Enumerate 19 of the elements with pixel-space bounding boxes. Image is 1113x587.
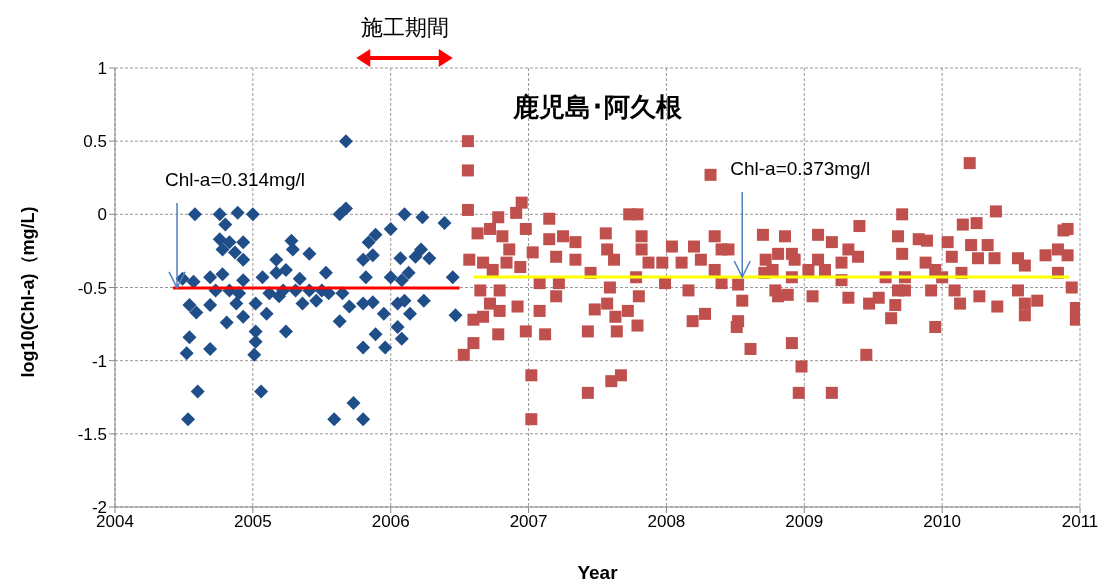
x-axis-title: Year: [577, 562, 619, 583]
y-tick-label: 0.5: [83, 132, 107, 152]
y-tick-label: -0.5: [77, 278, 107, 298]
y-tick-label: 1: [97, 59, 107, 79]
y-tick-label: -1: [91, 351, 107, 371]
annotation: Chl-a=0.314mg/l: [165, 168, 305, 190]
x-tick-label: 2010: [923, 512, 962, 532]
x-tick-label: 2006: [371, 512, 410, 532]
x-tick-label: 2005: [233, 512, 272, 532]
annotation: Chl-a=0.373mg/l: [730, 157, 871, 179]
text: 施工期間: [360, 15, 449, 40]
x-tick-label: 2011: [1061, 512, 1099, 532]
y-axis-title: log10(Chl-a)（mg/L): [18, 206, 39, 378]
x-tick-label: 2009: [785, 512, 824, 532]
x-tick-label: 2007: [509, 512, 548, 532]
text: 鹿児島･阿久根: [512, 92, 683, 122]
x-tick-label: 2008: [647, 512, 686, 532]
y-tick-label: -1.5: [77, 424, 107, 444]
y-tick-label: 0: [97, 205, 107, 225]
